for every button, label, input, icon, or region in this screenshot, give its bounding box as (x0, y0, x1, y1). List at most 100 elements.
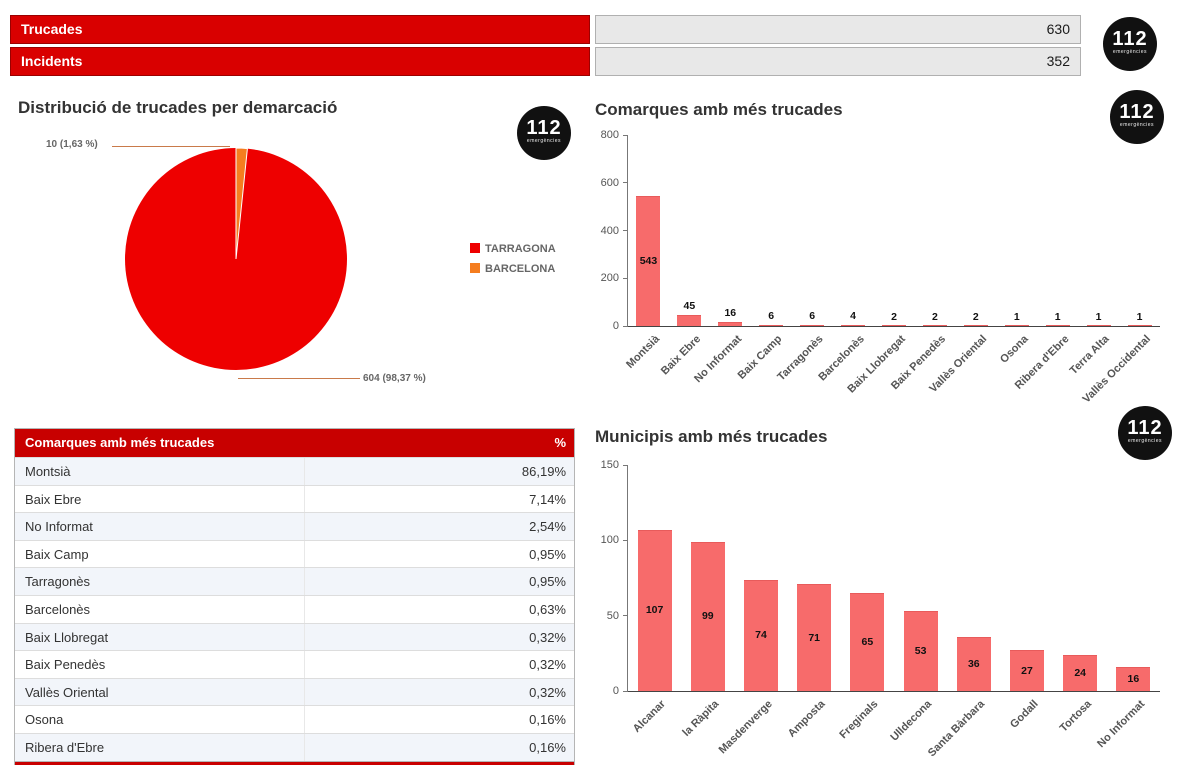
table-row: No Informat 2,54% (15, 512, 574, 540)
table-cell-percent: 0,63% (304, 595, 574, 623)
table-row: Vallès Oriental 0,32% (15, 677, 574, 706)
table-row: Osona 0,16% (15, 705, 574, 733)
bar-no-informat (1116, 666, 1151, 691)
bar-baix-llobregat (882, 325, 906, 326)
x-axis-label: Masdenverge (716, 698, 775, 757)
legend-item-barcelona: BARCELONA (470, 263, 555, 277)
logo-112-number: 112 (1112, 28, 1148, 50)
table-row: Baix Camp 0,95% (15, 539, 574, 568)
bar-vallès-oriental (963, 325, 988, 326)
y-axis-tick-label: 200 (600, 272, 619, 285)
y-axis-tickmark (623, 615, 628, 617)
comarques-chart-title: Comarques amb més trucades (595, 100, 843, 119)
logo-112-subtext: emergències (1127, 438, 1163, 444)
legend-label-barcelona: BARCELONA (485, 263, 556, 275)
y-axis-tickmark (623, 464, 628, 466)
bar-value-label: 4 (850, 310, 856, 323)
table-cell-percent: 0,32% (304, 678, 574, 706)
pie-slice-barcelona (235, 147, 248, 260)
logo-112-number: 112 (1127, 417, 1163, 439)
x-axis-label: Godall (1007, 698, 1041, 731)
bar-terra-alta (1086, 325, 1111, 326)
table-cell-percent: 86,19% (304, 458, 574, 485)
y-axis-tickmark (623, 182, 628, 184)
table-row: Baix Llobregat 0,32% (15, 622, 574, 651)
table-cell-comarca: Baix Llobregat (25, 629, 109, 645)
bar-masdenverge (744, 579, 778, 691)
bar-santa-bàrbara (956, 636, 991, 691)
bar-value-label: 543 (639, 255, 658, 268)
bar-value-label: 6 (809, 309, 816, 322)
table-cell-percent: 7,14% (304, 485, 574, 513)
x-axis-label: No Informat (1094, 698, 1147, 751)
table-cell-comarca: Vallès Oriental (25, 684, 109, 700)
table-cell-percent: 0,16% (304, 706, 574, 733)
bar-godall (1010, 650, 1044, 691)
y-axis-tick-label: 600 (600, 176, 619, 189)
logo-112-number: 112 (526, 117, 562, 139)
bar-value-label: 45 (683, 300, 696, 313)
logo-112-pie: 112 emergències (517, 106, 571, 160)
table-cell-comarca: Osona (25, 712, 64, 728)
y-axis-tick-label: 800 (600, 129, 619, 141)
bar-value-label: 16 (724, 307, 737, 320)
table-cell-percent: 0,32% (304, 651, 574, 678)
y-axis-tickmark (623, 230, 628, 231)
pie-section-title: Distribució de trucades per demarcació (18, 98, 338, 117)
legend-label-tarragona: TARRAGONA (485, 243, 556, 255)
table-row: Baix Penedès 0,32% (15, 650, 574, 678)
bar-montsià (636, 196, 661, 326)
y-axis-tickmark (623, 325, 628, 327)
bar-value-label: 1 (1136, 310, 1143, 323)
kpi-incidents-value: 352 (595, 47, 1081, 76)
logo-112-number: 112 (1119, 101, 1155, 123)
y-axis-tickmark (623, 690, 628, 692)
bar-value-label: 2 (972, 310, 979, 323)
bar-value-label: 16 (1127, 672, 1140, 685)
table-header-row: Comarques amb més trucades % (15, 429, 574, 457)
bar-value-label: 2 (931, 310, 938, 323)
bar-barcelonès (841, 325, 866, 326)
bar-ulldecona (903, 611, 938, 691)
x-axis-label: Ulldecona (888, 698, 935, 744)
y-axis-tickmark (623, 539, 628, 541)
y-axis-tick-label: 100 (600, 534, 619, 547)
y-axis-tick-label: 400 (600, 224, 619, 237)
bar-value-label: 71 (808, 631, 821, 644)
bar-baix-ebre (677, 315, 702, 326)
logo-112-municipis: 112 emergències (1118, 406, 1172, 460)
logo-112-top: 112 emergències (1103, 17, 1157, 71)
pie-annotation-barcelona: 10 (1,63 %) (46, 139, 98, 150)
bar-value-label: 2 (891, 310, 897, 323)
table-cell-comarca: Baix Ebre (25, 491, 82, 507)
table-cell-percent: 0,95% (304, 568, 574, 595)
y-axis-tickmark (623, 134, 628, 136)
x-axis-label: Montsià (624, 333, 662, 371)
table-cell-comarca: Montsià (25, 464, 71, 479)
y-axis-tick-label: 50 (606, 609, 619, 622)
table-cell-comarca: Ribera d'Ebre (25, 739, 105, 755)
y-axis-tick-label: 0 (612, 685, 619, 697)
bar-value-label: 74 (755, 629, 767, 642)
next-table-header-cut (15, 760, 574, 765)
comarques-bar-chart: 0 200 400 600 800 543 Montsià 45 Baix Ebre 16 No I… (601, 129, 1160, 405)
bar-amposta (797, 584, 832, 691)
bar-value-label: 36 (967, 657, 980, 670)
pie-annotation-tarragona: 604 (98,37 %) (363, 373, 426, 384)
legend-item-tarragona: TARRAGONA (470, 243, 556, 257)
table-cell-percent: 0,16% (304, 733, 574, 761)
table-cell-percent: 0,95% (304, 540, 574, 568)
bar-ribera-d-ebre (1045, 325, 1070, 326)
table-header-title: Comarques amb més trucades (25, 435, 215, 450)
pie-leader-line-barcelona (112, 146, 230, 147)
bar-value-label: 53 (914, 645, 927, 658)
y-axis-tick-label: 0 (612, 320, 619, 332)
table-cell-comarca: No Informat (25, 519, 93, 535)
bar-no-informat (718, 322, 743, 326)
bar-value-label: 24 (1074, 666, 1087, 679)
x-axis-label: Amposta (785, 698, 828, 740)
pie-chart (125, 147, 347, 370)
bar-value-label: 1 (1054, 310, 1061, 323)
table-body: Montsià 86,19% Baix Ebre 7,14% No Informat 2,… (15, 457, 574, 761)
